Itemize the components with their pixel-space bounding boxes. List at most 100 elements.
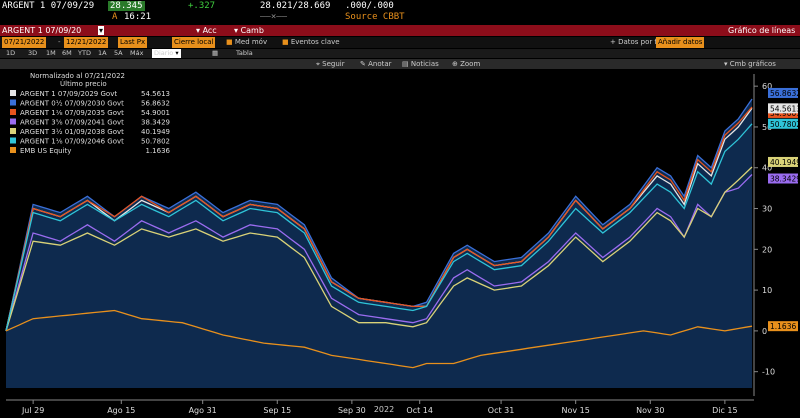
table-icon[interactable]: ▦ — [212, 49, 219, 57]
legend-last-value: 56.8632 — [141, 100, 170, 108]
legend-last-value: 38.3429 — [141, 119, 170, 127]
last-value-tag-text: 56.8632 — [770, 89, 800, 98]
separator: ——×—— — [260, 12, 288, 22]
chart-toolbar: ⌖ Seguir ✎ Anotar ▤ Noticias ⊕ Zoom ▾ Cm… — [0, 59, 800, 69]
med-mov-button[interactable]: ■ Med móv — [226, 38, 268, 46]
legend-last-value: 1.1636 — [146, 147, 171, 155]
legend-series-name: ARGENT 3⅝ 07/09/2041 Govt — [20, 119, 124, 127]
range-bar: 1D 3D 1M 6M YTD 1A 5A Máx Diario ▾ ▦ Tab… — [0, 49, 800, 58]
security-ticker: ARGENT 1 07/09/29 — [2, 1, 95, 11]
x-tick-label: Ago 15 — [107, 406, 135, 415]
news-button[interactable]: ▤ Noticias — [402, 60, 439, 68]
legend-background — [6, 70, 174, 156]
end-date-field[interactable]: 12/21/2022 — [64, 37, 109, 48]
series-area-fill — [6, 99, 752, 388]
legend-swatch — [10, 118, 16, 125]
range-ytd[interactable]: YTD — [78, 49, 91, 57]
table-button[interactable]: Tabla — [236, 49, 253, 57]
chart-type-title: Gráfico de líneas — [728, 26, 796, 35]
x-axis-year-label: 2022 — [374, 405, 394, 414]
legend-series-name: ARGENT 1⅛ 07/09/2035 Govt — [20, 109, 124, 117]
range-3d[interactable]: 3D — [28, 49, 38, 57]
last-value-tag-bg — [768, 321, 798, 332]
range-1d[interactable]: 1D — [6, 49, 16, 57]
x-axis: Jul 29 Ago 15 Ago 31 Sep 15 Sep 30 Oct 14 Oct … — [6, 399, 754, 415]
zoom-button[interactable]: ⊕ Zoom — [452, 60, 481, 68]
range-6m[interactable]: 6M — [62, 49, 72, 57]
legend-swatch — [10, 109, 16, 115]
y-tick-label: 10 — [762, 286, 772, 295]
eventos-button[interactable]: ■ Eventos clave — [282, 38, 340, 46]
last-price: 28.345 — [108, 1, 145, 11]
last-value-tag-bg — [768, 173, 798, 184]
chart-controls: 07/21/2022 - 12/21/2022 Last Px Cierre l… — [0, 37, 800, 48]
range-max[interactable]: Máx — [130, 49, 144, 57]
last-value-tag-text: 38.3429 — [770, 175, 800, 184]
start-date-field[interactable]: 07/21/2022 — [2, 37, 47, 48]
dropdown-icon[interactable]: ▾ — [98, 26, 105, 35]
camb-button[interactable]: ▾ Camb — [234, 26, 264, 35]
legend-swatch — [10, 90, 16, 96]
y-tick-label: 50 — [762, 123, 772, 132]
x-tick-label: Nov 30 — [636, 406, 664, 415]
last-value-tag: 40.1949 — [768, 156, 800, 167]
last-value-tag-bg — [768, 118, 798, 129]
x-tick-label: Oct 14 — [406, 406, 433, 415]
line-chart: -10 0 10 20 30 40 50 60 Jul 29 Ago 15 Ago 31 Sep 1… — [0, 70, 800, 418]
series-line-5 — [5, 123, 753, 332]
date-separator: - — [58, 38, 61, 46]
last-value-tag-bg — [768, 156, 798, 167]
last-value-tag-bg — [768, 87, 798, 98]
legend-rows: ARGENT 1 07/09/2029 Govt 54.5613 ARGENT 0½… — [10, 90, 171, 155]
legend-series-name: EMB US Equity — [20, 147, 71, 155]
series-line-4 — [5, 166, 753, 332]
y-tick-label: 60 — [762, 82, 772, 91]
y-axis: -10 0 10 20 30 40 50 60 — [753, 74, 775, 396]
legend-last-value: 54.9001 — [141, 109, 170, 117]
range-1m[interactable]: 1M — [46, 49, 56, 57]
legend-subtitle: Último precio — [60, 79, 107, 88]
last-value-tag: 38.3429 — [768, 173, 800, 184]
bid-ask-size: .000/.000 — [345, 1, 394, 11]
legend-swatch — [10, 137, 16, 144]
frequency-select[interactable]: Diario ▾ — [152, 49, 181, 58]
series-line-2 — [5, 106, 753, 332]
legend-last-value: 50.7802 — [141, 138, 170, 146]
last-value-tag: 54.5613 — [768, 103, 800, 114]
ask-label: A — [112, 12, 118, 22]
legend-series-name: ARGENT 1 07/09/2029 Govt — [20, 90, 117, 98]
legend-series-name: ARGENT 0½ 07/09/2030 Govt — [20, 100, 124, 108]
acc-button[interactable]: ▾ Acc — [196, 26, 217, 35]
chart-options-button[interactable]: ▾ Cmb gráficos — [724, 60, 776, 68]
legend-swatch — [10, 147, 16, 153]
y-tick-label: -10 — [762, 368, 775, 377]
legend-series-name: ARGENT 3½ 01/09/2038 Govt — [20, 128, 124, 136]
quote-time: 16:21 — [124, 12, 152, 22]
range-1a[interactable]: 1A — [98, 49, 107, 57]
series-line-6 — [5, 309, 753, 369]
last-value-tag-text: 1.1636 — [770, 322, 796, 331]
add-data-field[interactable]: Añadir datos — [656, 37, 705, 48]
security-field[interactable]: ARGENT 1 07/09/20 — [2, 26, 82, 35]
y-tick-label: 40 — [762, 164, 772, 173]
y-tick-label: 0 — [762, 327, 767, 336]
area-layer — [6, 99, 752, 388]
legend-last-value: 40.1949 — [141, 128, 170, 136]
legend-title: Normalizado al 07/21/2022 — [30, 72, 125, 80]
range-5a[interactable]: 5A — [114, 49, 123, 57]
command-bar: ARGENT 1 07/09/20 ▾ ▾ Acc ▾ Camb Gráfico… — [0, 25, 800, 36]
legend-swatch — [10, 99, 16, 106]
last-value-tag-text: 40.1949 — [770, 158, 800, 167]
last-value-tag: 1.1636 — [768, 321, 798, 332]
last-value-tag-text: 50.7802 — [770, 120, 800, 129]
last-value-tag: 50.7802 — [768, 118, 800, 129]
price-field-select[interactable]: Last Px — [118, 37, 148, 48]
x-tick-label: Ago 31 — [189, 406, 217, 415]
legend-series-name: ARGENT 1⅛ 07/09/2046 Govt — [20, 138, 124, 146]
datos-por-button[interactable]: + Datos por fe — [610, 38, 662, 46]
annotate-button[interactable]: ✎ Anotar — [360, 60, 392, 68]
close-select[interactable]: Cierre local — [172, 37, 216, 48]
y-tick-label: 30 — [762, 205, 772, 214]
follow-button[interactable]: ⌖ Seguir — [316, 60, 345, 68]
